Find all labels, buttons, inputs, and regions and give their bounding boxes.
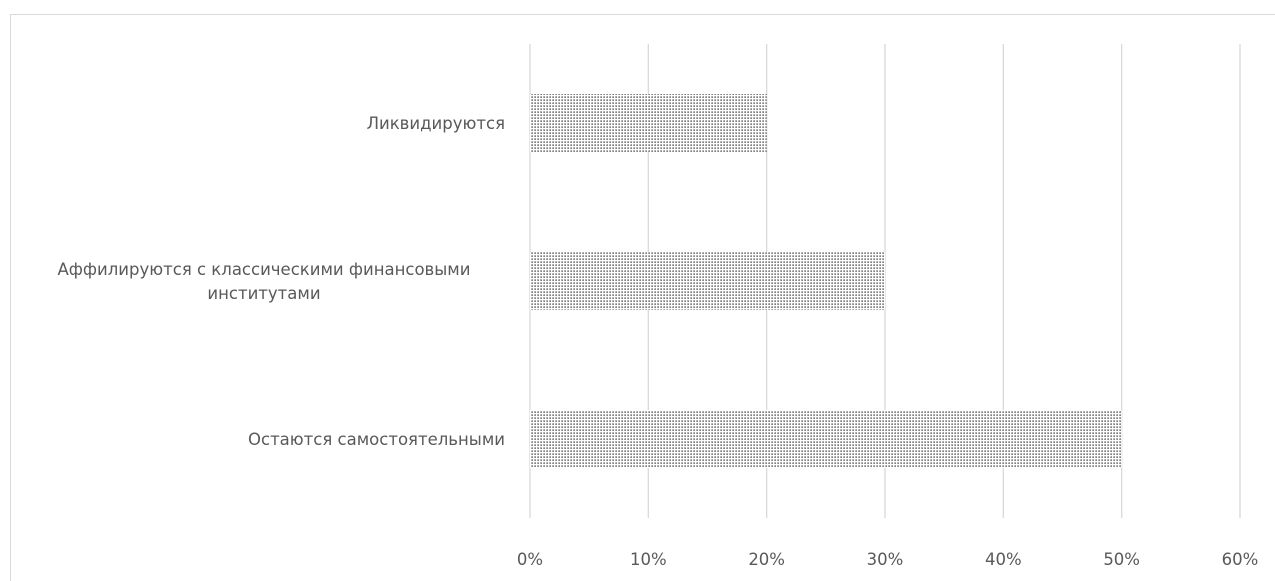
x-tick-label: 50% <box>1103 550 1140 569</box>
bars <box>530 94 1122 468</box>
bar <box>530 94 767 152</box>
x-tick-label: 20% <box>748 550 785 569</box>
x-tick-label: 60% <box>1222 550 1259 569</box>
bar <box>530 410 1122 468</box>
category-labels: Ликвидируются Аффилируются с классическим… <box>58 114 505 449</box>
category-label: Ликвидируются <box>367 114 505 133</box>
category-label-line: Остаются самостоятельными <box>248 430 505 449</box>
x-tick-label: 30% <box>867 550 904 569</box>
x-tick-label: 10% <box>630 550 667 569</box>
category-label-line: институтами <box>207 284 320 303</box>
x-axis-tick-labels: 0% 10% 20% 30% 40% 50% 60% <box>517 550 1258 569</box>
x-tick-label: 40% <box>985 550 1022 569</box>
category-label-line: Аффилируются с классическими финансовыми <box>58 260 471 279</box>
category-label: Аффилируются с классическими финансовыми… <box>58 260 471 303</box>
bar <box>530 252 885 310</box>
x-tick-label: 0% <box>517 550 543 569</box>
chart-frame <box>10 14 1275 581</box>
category-label-line: Ликвидируются <box>367 114 505 133</box>
category-label: Остаются самостоятельными <box>248 430 505 449</box>
